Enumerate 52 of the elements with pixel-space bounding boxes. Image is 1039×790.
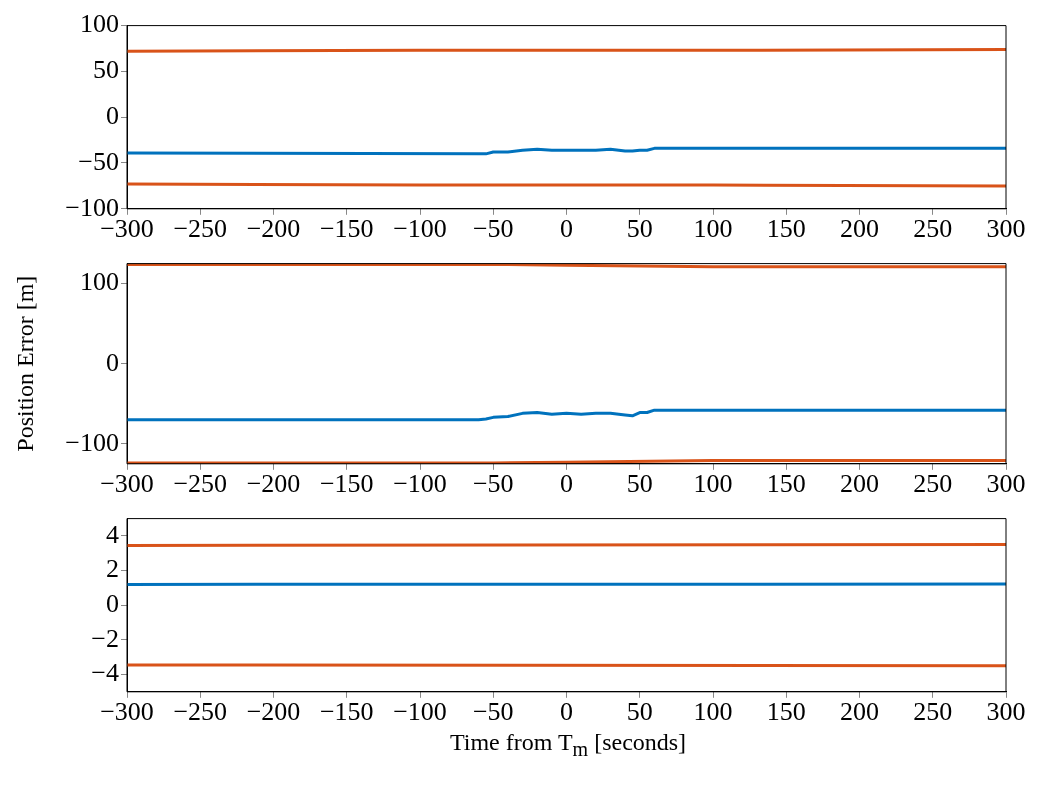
x-tick-label: 100 xyxy=(693,697,733,727)
y-axis-title: Position Error [m] xyxy=(11,275,38,452)
y-tick-label: −2 xyxy=(91,623,119,653)
x-tick-label: 0 xyxy=(560,469,573,499)
x-tick-label: 50 xyxy=(626,469,653,499)
x-tick-label: 200 xyxy=(840,469,879,499)
x-tick-label: −50 xyxy=(472,697,514,727)
x-axis-title: Time from T$_{m}$ [seconds] xyxy=(448,729,688,761)
x-tick-label: 250 xyxy=(913,697,953,727)
x-tick-label: 150 xyxy=(766,214,806,244)
x-tick-label: 100 xyxy=(693,469,733,499)
y-tick-label: 100 xyxy=(80,267,119,297)
y-tick-label: 0 xyxy=(106,589,119,619)
x-tick-label: −150 xyxy=(319,214,374,244)
y-tick-label: 4 xyxy=(106,519,119,549)
x-tick-label: 250 xyxy=(913,214,953,244)
x-tick-label: −200 xyxy=(246,214,301,244)
y-tick-label: 100 xyxy=(80,9,119,39)
x-tick-label: 100 xyxy=(693,214,733,244)
x-tick-label: −100 xyxy=(393,214,447,244)
x-tick-label: −150 xyxy=(319,697,374,727)
y-tick-label: 0 xyxy=(106,101,119,131)
y-tick-label: −4 xyxy=(91,658,119,688)
y-tick-label: −100 xyxy=(65,427,119,457)
x-tick-label: 150 xyxy=(766,697,806,727)
x-tick-label: 250 xyxy=(913,469,953,499)
x-tick-label: −250 xyxy=(173,214,228,244)
x-tick-label: 50 xyxy=(626,214,653,244)
x-tick-label: 300 xyxy=(986,214,1026,244)
x-tick-label: −100 xyxy=(393,469,447,499)
x-tick-label: −100 xyxy=(393,697,447,727)
x-tick-label: 0 xyxy=(560,697,573,727)
x-tick-label: −300 xyxy=(100,697,154,727)
x-tick-label: 0 xyxy=(560,214,573,244)
x-tick-label: 300 xyxy=(986,697,1026,727)
y-tick-label: 50 xyxy=(93,55,119,85)
x-tick-label: −50 xyxy=(472,214,514,244)
y-tick-label: 2 xyxy=(106,554,119,584)
x-tick-label: −300 xyxy=(100,469,154,499)
x-tick-label: 200 xyxy=(840,214,879,244)
x-tick-label: −200 xyxy=(246,697,301,727)
x-tick-label: 50 xyxy=(626,697,653,727)
x-tick-label: 150 xyxy=(766,469,806,499)
x-tick-label: −200 xyxy=(246,469,301,499)
x-tick-label: −50 xyxy=(472,469,514,499)
x-tick-label: −250 xyxy=(173,469,228,499)
y-tick-label: −50 xyxy=(78,146,119,176)
x-tick-label: −250 xyxy=(173,697,228,727)
x-tick-label: −150 xyxy=(319,469,374,499)
x-tick-label: 300 xyxy=(986,469,1026,499)
x-tick-label: 200 xyxy=(840,697,879,727)
y-tick-label: 0 xyxy=(106,347,119,377)
